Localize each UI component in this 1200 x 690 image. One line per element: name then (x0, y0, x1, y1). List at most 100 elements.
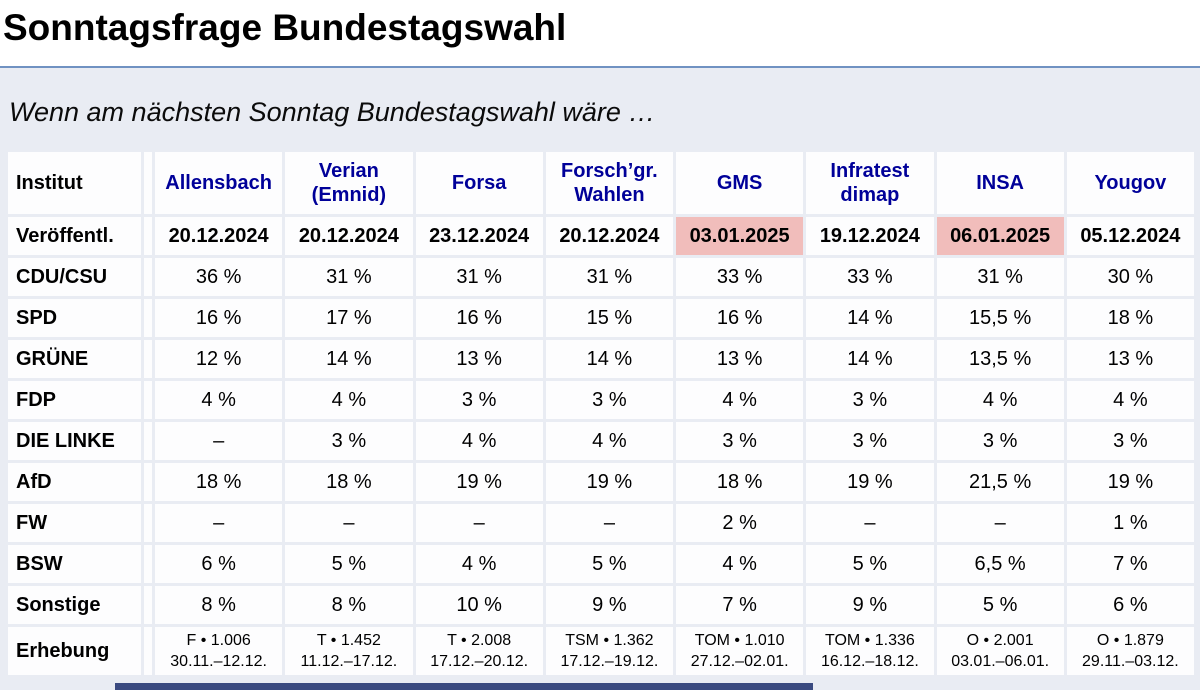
poll-value-cell: 13 % (676, 340, 804, 378)
poll-value-cell: 9 % (806, 586, 934, 624)
survey-method: TSM • 1.362 (565, 631, 654, 649)
poll-value-cell: 6 % (1066, 586, 1194, 624)
poll-value-cell: 14 % (806, 299, 934, 337)
institute-header[interactable]: Yougov (1066, 152, 1194, 214)
party-row: FDP 4 % 4 % 3 % 3 % 4 % 3 % 4 % 4 % (8, 381, 1194, 419)
survey-period: 30.11.–12.12. (170, 653, 267, 670)
survey-method: T • 2.008 (447, 631, 512, 649)
poll-value-cell: 14 % (285, 340, 413, 378)
poll-value-cell: 3 % (806, 422, 934, 460)
published-date-cell: 19.12.2024 (806, 217, 934, 255)
party-label: AfD (8, 463, 141, 501)
poll-table: Institut Allensbach Verian (Emnid) Forsa For… (5, 149, 1197, 678)
poll-value-cell: 8 % (155, 586, 283, 624)
party-row: Sonstige 8 % 8 % 10 % 9 % 7 % 9 % 5 % 6 % (8, 586, 1194, 624)
page-title: Sonntagsfrage Bundestagswahl (3, 7, 567, 48)
poll-value-cell: – (415, 504, 543, 542)
poll-value-cell: 8 % (285, 586, 413, 624)
party-row: CDU/CSU 36 % 31 % 31 % 31 % 33 % 33 % 31 % 30 % (8, 258, 1194, 296)
published-date-cell: 20.12.2024 (545, 217, 673, 255)
published-row: Veröffentl. 20.12.2024 20.12.2024 23.12.202… (8, 217, 1194, 255)
party-row: SPD 16 % 17 % 16 % 15 % 16 % 14 % 15,5 % 18 % (8, 299, 1194, 337)
poll-value-cell: 9 % (545, 586, 673, 624)
party-label: CDU/CSU (8, 258, 141, 296)
poll-value-cell: 21,5 % (936, 463, 1064, 501)
poll-value-cell: 12 % (155, 340, 283, 378)
poll-value-cell: 18 % (676, 463, 804, 501)
party-label: BSW (8, 545, 141, 583)
poll-value-cell: – (285, 504, 413, 542)
spacer-cell (144, 586, 152, 624)
party-label: GRÜNE (8, 340, 141, 378)
poll-value-cell: 3 % (676, 422, 804, 460)
institute-header[interactable]: Forsa (415, 152, 543, 214)
survey-info-cell: F • 1.006 30.11.–12.12. (155, 627, 283, 675)
published-date-cell: 23.12.2024 (415, 217, 543, 255)
poll-value-cell: 19 % (545, 463, 673, 501)
institute-header[interactable]: INSA (936, 152, 1064, 214)
row-label-survey: Erhebung (8, 627, 141, 675)
survey-method: T • 1.452 (316, 631, 381, 649)
poll-value-cell: 18 % (155, 463, 283, 501)
survey-info-cell: T • 1.452 11.12.–17.12. (285, 627, 413, 675)
poll-value-cell: 3 % (806, 381, 934, 419)
survey-info-cell: TOM • 1.010 27.12.–02.01. (676, 627, 804, 675)
poll-value-cell: – (806, 504, 934, 542)
poll-value-cell: 3 % (415, 381, 543, 419)
published-date-cell: 20.12.2024 (285, 217, 413, 255)
poll-value-cell: 3 % (936, 422, 1064, 460)
party-row: DIE LINKE –3 % 4 % 4 % 3 % 3 % 3 % 3 % (8, 422, 1194, 460)
poll-value-cell: 4 % (676, 545, 804, 583)
survey-period: 16.12.–18.12. (820, 653, 919, 670)
published-date-cell: 05.12.2024 (1066, 217, 1194, 255)
survey-method: O • 1.879 (1096, 631, 1164, 649)
institute-header[interactable]: Forsch’gr. Wahlen (545, 152, 673, 214)
survey-method: TOM • 1.336 (824, 631, 915, 649)
spacer-cell (144, 422, 152, 460)
title-bar: Sonntagsfrage Bundestagswahl (0, 0, 1200, 66)
poll-value-cell: 18 % (285, 463, 413, 501)
poll-value-cell: 30 % (1066, 258, 1194, 296)
poll-value-cell: – (545, 504, 673, 542)
institute-header[interactable]: GMS (676, 152, 804, 214)
survey-period: 29.11.–03.12. (1082, 653, 1179, 670)
spacer-cell (144, 504, 152, 542)
survey-info-cell: O • 1.879 29.11.–03.12. (1066, 627, 1194, 675)
survey-info-cell: T • 2.008 17.12.–20.12. (415, 627, 543, 675)
survey-info-cell: TSM • 1.362 17.12.–19.12. (545, 627, 673, 675)
poll-value-cell: 6 % (155, 545, 283, 583)
poll-value-cell: 14 % (545, 340, 673, 378)
poll-value-cell: 33 % (676, 258, 804, 296)
spacer-cell (144, 627, 152, 675)
poll-value-cell: 4 % (936, 381, 1064, 419)
poll-value-cell: 16 % (155, 299, 283, 337)
poll-value-cell: 4 % (415, 545, 543, 583)
spacer-cell (144, 340, 152, 378)
party-label: DIE LINKE (8, 422, 141, 460)
poll-value-cell: 7 % (1066, 545, 1194, 583)
institute-header[interactable]: Allensbach (155, 152, 283, 214)
poll-value-cell: 4 % (1066, 381, 1194, 419)
spacer-cell (144, 463, 152, 501)
party-label: FW (8, 504, 141, 542)
poll-value-cell: 2 % (676, 504, 804, 542)
poll-table-head: Institut Allensbach Verian (Emnid) Forsa For… (8, 152, 1194, 214)
title-divider (0, 66, 1200, 68)
poll-value-cell: 17 % (285, 299, 413, 337)
party-label: FDP (8, 381, 141, 419)
poll-value-cell: 5 % (285, 545, 413, 583)
poll-value-cell: 31 % (415, 258, 543, 296)
poll-value-cell: 5 % (806, 545, 934, 583)
published-date-cell: 03.01.2025 (676, 217, 804, 255)
institute-header[interactable]: Infratest dimap (806, 152, 934, 214)
institute-header[interactable]: Verian (Emnid) (285, 152, 413, 214)
poll-value-cell: 3 % (545, 381, 673, 419)
survey-info-cell: TOM • 1.336 16.12.–18.12. (806, 627, 934, 675)
poll-value-cell: 13 % (415, 340, 543, 378)
survey-method: F • 1.006 (186, 631, 251, 649)
survey-period: 03.01.–06.01. (951, 653, 1050, 670)
survey-period: 17.12.–19.12. (560, 653, 659, 670)
party-row: BSW 6 % 5 % 4 % 5 % 4 % 5 % 6,5 % 7 % (8, 545, 1194, 583)
party-row: GRÜNE 12 % 14 % 13 % 14 % 13 % 14 % 13,5 % 13 % (8, 340, 1194, 378)
poll-value-cell: 33 % (806, 258, 934, 296)
